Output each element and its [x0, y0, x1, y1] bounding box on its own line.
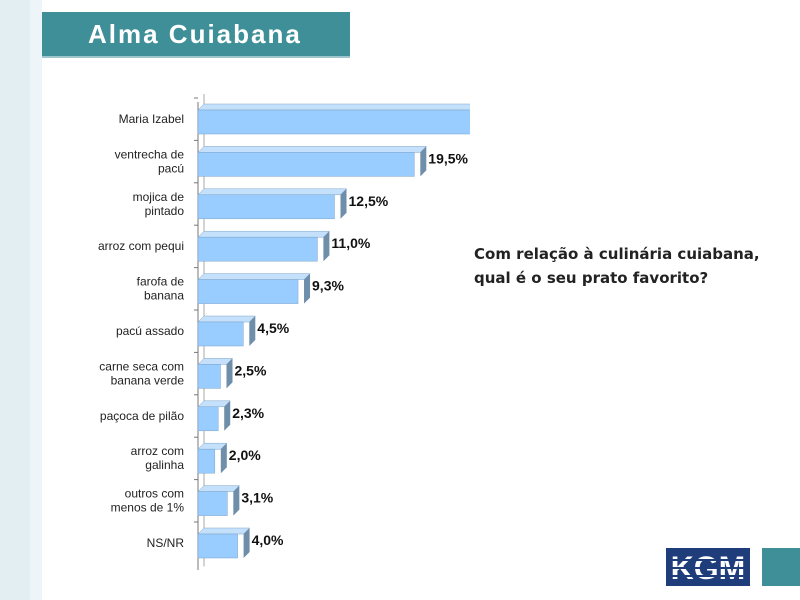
- bar: [197, 279, 299, 304]
- bar-side-face: [233, 485, 240, 516]
- bar-top-face: [197, 188, 348, 196]
- data-label: 4,0%: [252, 532, 284, 548]
- category-label: outros com menos de 1%: [111, 487, 185, 515]
- category-label-line: banana: [144, 289, 184, 303]
- data-label: 3,1%: [241, 490, 273, 506]
- bar-group: 9,3% farofa de banana: [137, 267, 344, 304]
- bar-side-face: [243, 528, 250, 558]
- category-label-line: pintado: [145, 204, 185, 218]
- kgm-logo: [666, 548, 750, 586]
- category-label-line: galinha: [145, 458, 184, 472]
- left-decor-stripe: [0, 0, 30, 600]
- bar-side-face: [304, 273, 311, 304]
- page-title: Alma Cuiabana: [42, 12, 350, 56]
- bar: [197, 152, 415, 177]
- category-label-line: pacú: [158, 161, 184, 175]
- bar-side-face: [220, 443, 227, 474]
- bar-top-face: [197, 485, 240, 492]
- bar: [197, 406, 219, 432]
- bar-group: 4,5% pacú assado: [116, 309, 290, 347]
- bar: [197, 109, 470, 135]
- data-label: 9,3%: [312, 278, 344, 294]
- category-label: arroz com pequi: [98, 239, 184, 253]
- bar-group: 2,5% carne seca com banana verde: [99, 351, 267, 389]
- category-label-line: NS/NR: [147, 536, 185, 550]
- bar-side-face: [420, 146, 427, 177]
- category-label: ventrecha de pacú: [115, 147, 185, 175]
- category-label: mojica de pintado: [133, 190, 185, 218]
- data-label: 2,5%: [235, 362, 267, 378]
- corner-accent-box: [762, 548, 800, 586]
- data-label: 4,5%: [257, 320, 289, 336]
- category-label: farofa de banana: [137, 275, 185, 303]
- bar-group: 4,0% NS/NR: [147, 521, 284, 559]
- category-label-line: pacú assado: [116, 324, 184, 338]
- survey-question: Com relação à culinária cuiabana, qual é…: [474, 245, 760, 287]
- bar: [197, 194, 335, 220]
- category-label-line: paçoca de pilão: [100, 409, 184, 423]
- bar: [197, 321, 244, 347]
- bar-side-face: [249, 316, 256, 346]
- category-label-line: farofa de: [137, 275, 185, 289]
- category-label-line: outros com: [125, 487, 184, 501]
- bar-group: 12,5% mojica de pintado: [133, 182, 389, 220]
- bar-group: 11,0% arroz com pequi: [98, 224, 371, 262]
- category-label-line: mojica de: [133, 190, 185, 204]
- bar-group: 3,1% outros com menos de 1%: [111, 479, 274, 516]
- bar-group: 29,3%Maria Izabel: [119, 97, 470, 135]
- bar-top-face: [197, 315, 256, 323]
- data-label: 2,0%: [229, 447, 261, 463]
- bar-top-face: [197, 146, 427, 153]
- category-label-line: arroz com pequi: [98, 239, 184, 253]
- bar: [197, 448, 216, 474]
- category-label-line: menos de 1%: [111, 501, 185, 515]
- bar: [197, 236, 318, 262]
- category-label-line: ventrecha de: [115, 147, 185, 161]
- bar: [197, 364, 221, 389]
- data-label: 19,5%: [428, 150, 468, 166]
- category-label: carne seca com banana verde: [99, 359, 184, 387]
- bar-side-face: [224, 400, 231, 431]
- category-label: NS/NR: [147, 536, 185, 550]
- bar-top-face: [197, 358, 234, 365]
- data-label: 2,3%: [232, 405, 264, 421]
- bar-side-face: [340, 188, 347, 219]
- category-label-line: Maria Izabel: [119, 112, 184, 126]
- category-label: pacú assado: [116, 324, 184, 338]
- category-label: arroz com galinha: [131, 444, 185, 472]
- category-label: Maria Izabel: [119, 112, 184, 126]
- title-underline: [42, 56, 350, 58]
- bar: [197, 533, 238, 559]
- bar-group: 2,3% paçoca de pilão: [100, 394, 265, 432]
- category-label-line: banana verde: [111, 373, 185, 387]
- left-decor-stripe-light: [30, 0, 42, 600]
- data-label: 11,0%: [331, 235, 370, 251]
- bar: [197, 491, 228, 516]
- bar-top-face: [197, 273, 311, 280]
- bar-group: 2,0% arroz com galinha: [131, 436, 261, 474]
- category-label: paçoca de pilão: [100, 409, 184, 423]
- bar-top-face: [197, 230, 331, 238]
- bar-side-face: [323, 231, 330, 262]
- bar-top-face: [197, 527, 251, 535]
- bar-top-face: [197, 103, 470, 111]
- category-label-line: arroz com: [131, 444, 184, 458]
- category-label-line: carne seca com: [99, 359, 184, 373]
- bar-group: 19,5% ventrecha de pacú: [115, 139, 469, 177]
- data-label: 12,5%: [349, 193, 389, 209]
- bar-side-face: [226, 358, 233, 389]
